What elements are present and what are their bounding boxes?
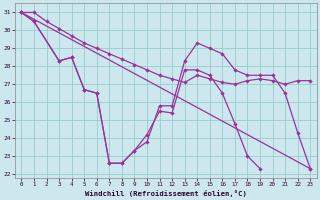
- X-axis label: Windchill (Refroidissement éolien,°C): Windchill (Refroidissement éolien,°C): [85, 190, 247, 197]
